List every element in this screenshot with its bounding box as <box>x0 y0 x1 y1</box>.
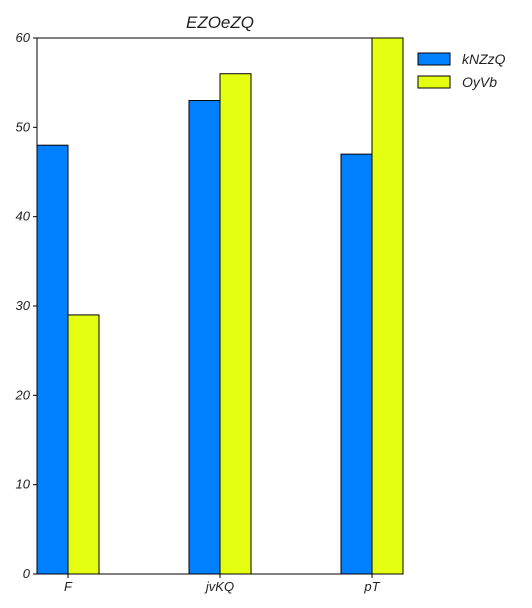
y-tick-label: 20 <box>15 387 31 402</box>
x-tick-label: F <box>64 579 73 594</box>
bar-OyVb-pT <box>371 37 404 575</box>
legend: kNZzQ OyVb <box>417 51 506 90</box>
y-tick-label: 0 <box>23 566 31 581</box>
y-tick-label: 40 <box>16 209 31 224</box>
chart-title: EZOeZQ <box>186 13 254 32</box>
bar-OyVb-jvKQ <box>219 73 252 575</box>
y-tick-label: 10 <box>16 477 31 492</box>
bar-OyVb-F <box>67 314 100 575</box>
bar-kNZzQ-F <box>36 144 69 575</box>
y-tick-label: 60 <box>16 30 31 45</box>
legend-swatch-OyVb <box>417 75 451 89</box>
y-tick-label: 30 <box>16 298 31 313</box>
legend-label-kNZzQ: kNZzQ <box>462 51 506 67</box>
y-tick-label: 50 <box>16 119 31 134</box>
x-tick-label: jvKQ <box>204 579 234 594</box>
plot-area: 0 10 20 30 40 50 60 F jvKQ pT <box>15 30 404 594</box>
legend-swatch-kNZzQ <box>417 52 451 66</box>
legend-label-OyVb: OyVb <box>462 74 497 90</box>
bar-kNZzQ-jvKQ <box>188 100 221 575</box>
bar-kNZzQ-pT <box>340 153 373 575</box>
x-tick-label: pT <box>363 579 380 594</box>
